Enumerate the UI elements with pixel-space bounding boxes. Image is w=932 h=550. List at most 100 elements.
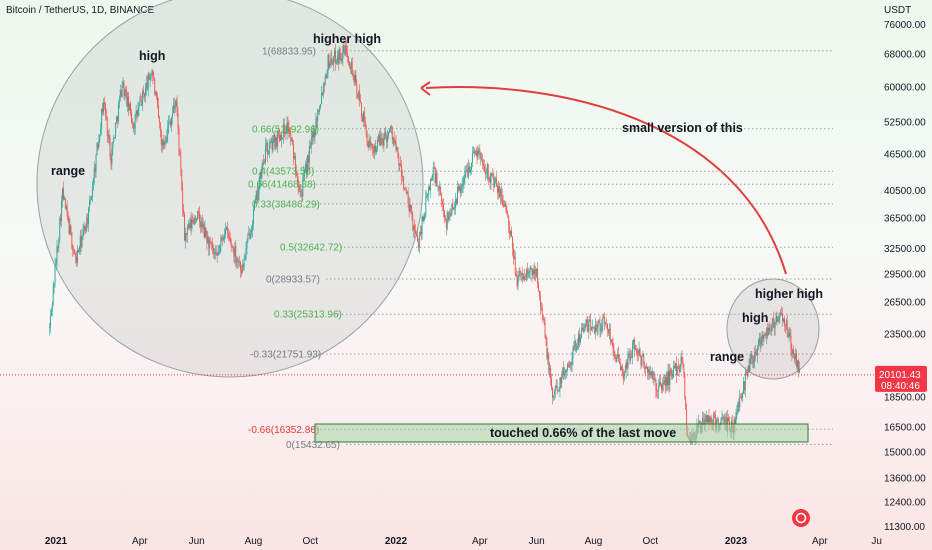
candle-body [84,226,86,231]
candle-body [76,256,77,263]
x-tick-label: Ju [871,536,882,547]
candle-body [270,138,272,143]
candle-body [516,276,518,287]
candle-body [271,138,273,150]
candle-body [103,102,105,105]
currency-label: USDT [884,5,912,16]
candle-body [334,50,335,57]
candle-body [328,54,330,69]
candle-body [372,144,374,150]
candle-body [462,182,464,186]
candle-body [652,371,654,379]
candle-body [386,135,388,142]
candle-body [279,135,281,141]
y-tick-label: 46500.00 [884,150,926,161]
candle-body [298,186,300,192]
candle-body [513,256,515,259]
candle-body [196,218,198,221]
candle-body [218,252,220,254]
candle-body [708,415,710,423]
candle-body [765,333,767,337]
candle-body [74,252,76,255]
candle-body [374,146,376,153]
candle-body [392,137,394,140]
candle-body [722,417,724,418]
candle-body [491,173,493,175]
candle-body [453,208,455,210]
candle-body [605,323,607,325]
candle-body [132,124,134,129]
candle-body [260,172,262,179]
candle-body [537,268,539,285]
candle-body [291,139,293,141]
candle-body [388,131,389,137]
candle-body [72,248,74,250]
candle-body [327,54,329,73]
candle-body [766,327,768,337]
candle-body [586,319,588,324]
candle-body [711,421,713,425]
candle-body [180,155,182,170]
candle-body [485,172,487,174]
candle-body [505,203,507,212]
candle-body [741,397,743,399]
candle-body [569,363,571,368]
candle-body [525,278,526,280]
candle-body [364,121,366,126]
candle-body [212,247,214,254]
candle-body [397,147,399,156]
candle-body [269,142,271,144]
candle-body [210,241,212,243]
candle-body [539,295,541,308]
candle-body [442,201,444,205]
candle-body [326,72,328,78]
candle-body [568,364,570,368]
candle-body [230,239,232,246]
x-tick-label: Apr [472,536,488,547]
candle-body [649,372,651,376]
candle-body [498,186,500,197]
fib-level-label: 0.4(43573.53) [252,167,314,178]
candle-body [95,155,97,172]
candle-body [674,366,675,369]
candle-body [535,268,537,277]
candle-body [251,229,253,235]
candle-body [511,236,513,249]
candle-body [612,342,614,349]
candle-body [650,372,652,375]
candle-body [362,116,363,122]
candle-body [627,354,629,369]
candle-body [117,103,119,122]
candle-body [161,139,163,146]
candle-body [452,203,454,209]
candle-body [661,383,663,390]
candle-body [107,134,109,136]
candle-body [467,169,469,177]
fib-level-label: 0.33(25313.96) [274,310,342,321]
candle-body [404,189,406,190]
candle-body [527,274,529,276]
pattern-circle-large [36,0,424,378]
candle-body [306,163,308,175]
label-touched: touched 0.66% of the last move [490,426,676,440]
candle-body [146,82,148,90]
candle-body [463,176,465,183]
candle-body [629,353,631,361]
candle-body [56,247,58,265]
candle-body [355,74,357,86]
candle-body [776,316,778,322]
candle-body [226,226,228,233]
candle-body [664,380,666,387]
x-tick-label: 2021 [45,536,68,547]
candle-body [566,364,568,371]
candle-body [254,199,256,204]
candle-body [360,100,362,104]
candle-body [594,324,596,334]
candle-body [415,230,417,234]
candle-body [735,412,737,425]
candle-body [501,194,503,201]
candle-body [277,132,279,146]
candle-body [600,330,602,332]
candle-body [88,207,90,225]
